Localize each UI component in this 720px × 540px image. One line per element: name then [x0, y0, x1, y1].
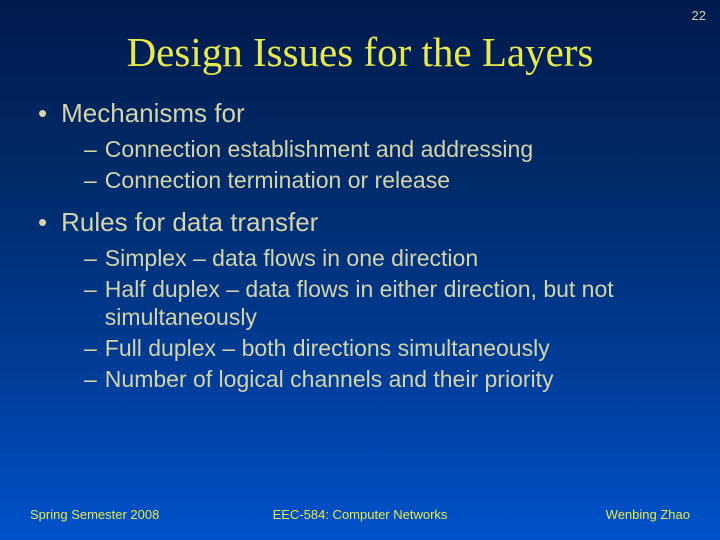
bullet-l1-text: Rules for data transfer [61, 207, 318, 238]
bullet-dash-icon: – [84, 334, 97, 363]
bullet-l2-text: Simplex – data flows in one direction [105, 244, 478, 273]
footer: Spring Semester 2008 EEC-584: Computer N… [30, 507, 690, 522]
bullet-l1-text: Mechanisms for [61, 98, 245, 129]
slide-title: Design Issues for the Layers [30, 28, 690, 76]
bullet-dash-icon: – [84, 166, 97, 195]
bullet-l2-text: Number of logical channels and their pri… [105, 365, 554, 394]
bullet-level1: • Rules for data transfer [38, 207, 690, 238]
bullet-dot-icon: • [38, 98, 47, 129]
footer-left: Spring Semester 2008 [30, 507, 250, 522]
bullet-l2-text: Connection establishment and addressing [105, 135, 533, 164]
content-area: • Mechanisms for – Connection establishm… [30, 98, 690, 394]
slide: 22 Design Issues for the Layers • Mechan… [0, 0, 720, 540]
bullet-dash-icon: – [84, 365, 97, 394]
bullet-dot-icon: • [38, 207, 47, 238]
bullet-level1: • Mechanisms for [38, 98, 690, 129]
bullet-l2-text: Half duplex – data flows in either direc… [105, 275, 690, 333]
bullet-level2: – Number of logical channels and their p… [84, 365, 690, 394]
bullet-dash-icon: – [84, 244, 97, 273]
bullet-level2: – Connection establishment and addressin… [84, 135, 690, 164]
bullet-level2: – Full duplex – both directions simultan… [84, 334, 690, 363]
bullet-level2: – Connection termination or release [84, 166, 690, 195]
bullet-l2-text: Full duplex – both directions simultaneo… [105, 334, 550, 363]
bullet-dash-icon: – [84, 135, 97, 164]
footer-right: Wenbing Zhao [470, 507, 690, 522]
page-number: 22 [692, 8, 706, 23]
footer-center: EEC-584: Computer Networks [250, 507, 470, 522]
bullet-level2: – Simplex – data flows in one direction [84, 244, 690, 273]
bullet-l2-text: Connection termination or release [105, 166, 450, 195]
bullet-level2: – Half duplex – data flows in either dir… [84, 275, 690, 333]
bullet-dash-icon: – [84, 275, 97, 304]
